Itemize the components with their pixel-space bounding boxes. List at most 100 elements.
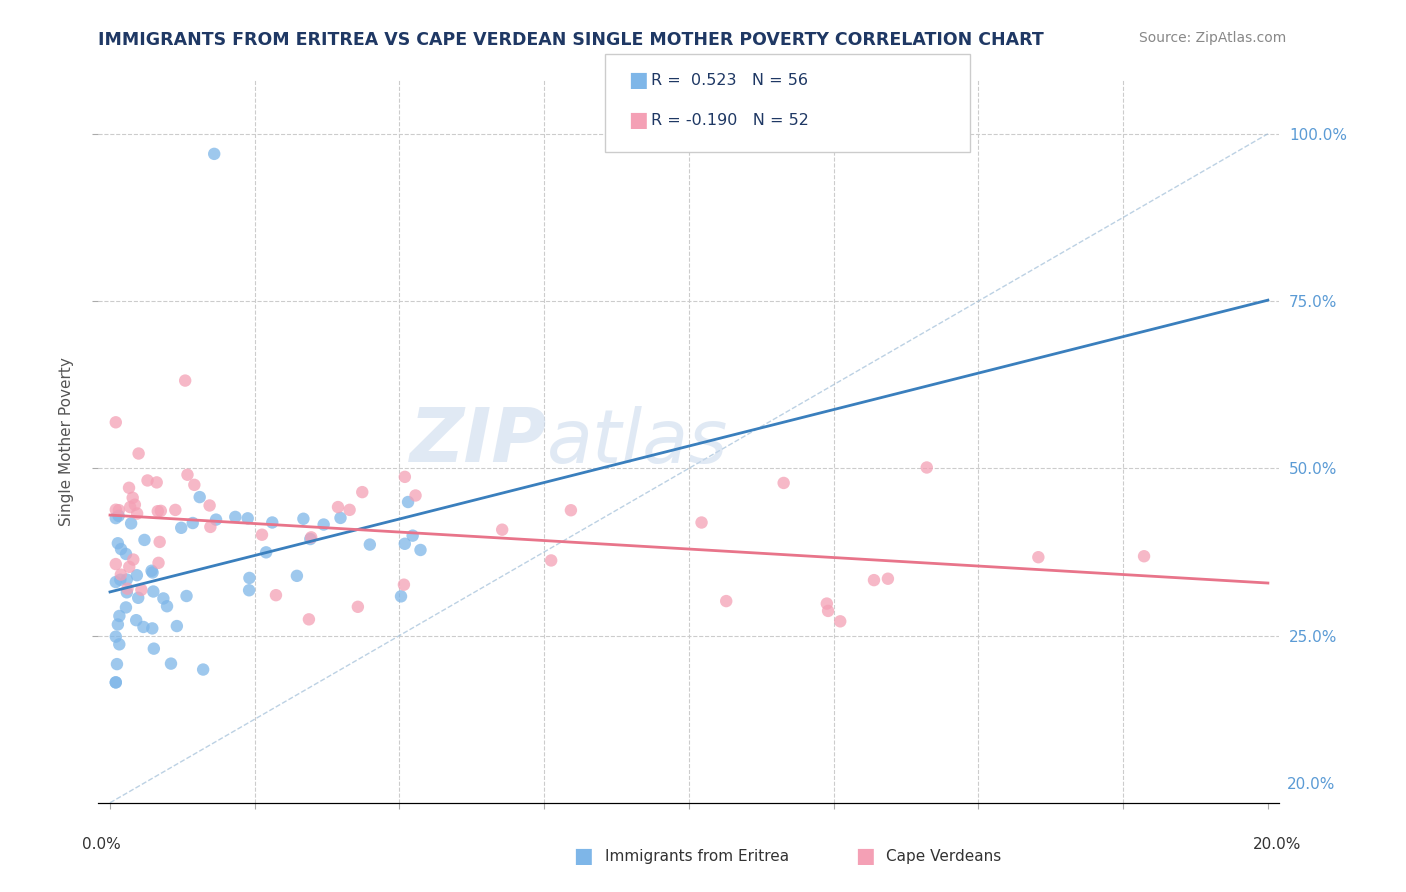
Point <box>108 609 131 624</box>
Point <box>339 503 361 517</box>
Point <box>104 675 127 690</box>
Point <box>359 538 381 552</box>
Point <box>191 663 214 677</box>
Point <box>132 620 155 634</box>
Point <box>141 564 163 578</box>
Text: ■: ■ <box>628 70 648 90</box>
Point <box>299 532 322 546</box>
Point <box>108 503 131 517</box>
Point <box>148 556 170 570</box>
Text: ■: ■ <box>628 111 648 130</box>
Point <box>120 516 142 531</box>
Point <box>405 488 427 502</box>
Point <box>134 533 156 547</box>
Point <box>152 591 174 606</box>
Point <box>107 508 129 523</box>
Point <box>298 612 321 626</box>
Point <box>115 573 138 587</box>
Point <box>690 516 713 530</box>
Point <box>392 577 415 591</box>
Point <box>115 585 138 599</box>
Point <box>188 490 211 504</box>
Point <box>142 641 165 656</box>
Point <box>877 572 900 586</box>
Point <box>396 495 419 509</box>
Point <box>149 504 172 518</box>
Y-axis label: Single Mother Poverty: Single Mother Poverty <box>59 357 75 526</box>
Point <box>716 594 738 608</box>
Point <box>136 474 159 488</box>
Point <box>540 553 562 567</box>
Point <box>292 512 315 526</box>
Point <box>104 557 127 571</box>
Point <box>142 566 165 580</box>
Point <box>141 621 163 635</box>
Text: ■: ■ <box>855 847 875 866</box>
Point <box>326 500 349 514</box>
Point <box>815 597 838 611</box>
Point <box>125 613 148 627</box>
Point <box>110 542 132 557</box>
Point <box>236 511 259 525</box>
Point <box>104 675 127 690</box>
Point <box>352 485 374 500</box>
Point <box>118 481 141 495</box>
Point <box>104 511 127 525</box>
Point <box>224 509 246 524</box>
Point <box>120 500 142 514</box>
Point <box>160 657 183 671</box>
Point <box>142 584 165 599</box>
Point <box>915 460 938 475</box>
Point <box>105 657 128 672</box>
Point <box>198 499 221 513</box>
Point <box>166 619 188 633</box>
Point <box>772 475 794 490</box>
Point <box>329 511 352 525</box>
Point <box>122 552 145 566</box>
Text: 20.0%: 20.0% <box>1286 778 1334 792</box>
Point <box>170 521 193 535</box>
Point <box>108 637 131 651</box>
Text: atlas: atlas <box>547 406 728 477</box>
Text: Immigrants from Eritrea: Immigrants from Eritrea <box>605 849 789 863</box>
Point <box>394 537 416 551</box>
Point <box>165 503 187 517</box>
Point <box>200 520 222 534</box>
Text: ■: ■ <box>574 847 593 866</box>
Text: R =  0.523   N = 56: R = 0.523 N = 56 <box>651 73 808 87</box>
Text: Source: ZipAtlas.com: Source: ZipAtlas.com <box>1139 31 1286 45</box>
Point <box>125 568 148 582</box>
Point <box>149 535 172 549</box>
Point <box>127 591 149 605</box>
Point <box>1133 549 1156 564</box>
Point <box>312 517 335 532</box>
Point <box>145 475 167 490</box>
Point <box>104 630 127 644</box>
Point <box>118 559 141 574</box>
Point <box>262 516 284 530</box>
Point <box>409 543 432 558</box>
Point <box>156 599 179 614</box>
Point <box>124 498 146 512</box>
Point <box>817 604 839 618</box>
Point <box>176 467 198 482</box>
Text: R = -0.190   N = 52: R = -0.190 N = 52 <box>651 113 808 128</box>
Point <box>183 478 205 492</box>
Point <box>104 502 127 516</box>
Point <box>250 527 273 541</box>
Point <box>107 617 129 632</box>
Point <box>202 147 225 161</box>
Point <box>110 567 132 582</box>
Point <box>104 415 127 429</box>
Point <box>238 571 260 585</box>
Point <box>401 529 423 543</box>
Point <box>176 589 198 603</box>
Point <box>254 545 277 559</box>
Point <box>107 536 129 550</box>
Point <box>128 446 150 460</box>
Text: 0.0%: 0.0% <box>82 838 121 852</box>
Point <box>115 547 138 561</box>
Point <box>389 590 412 604</box>
Point <box>121 491 143 505</box>
Text: IMMIGRANTS FROM ERITREA VS CAPE VERDEAN SINGLE MOTHER POVERTY CORRELATION CHART: IMMIGRANTS FROM ERITREA VS CAPE VERDEAN … <box>98 31 1045 49</box>
